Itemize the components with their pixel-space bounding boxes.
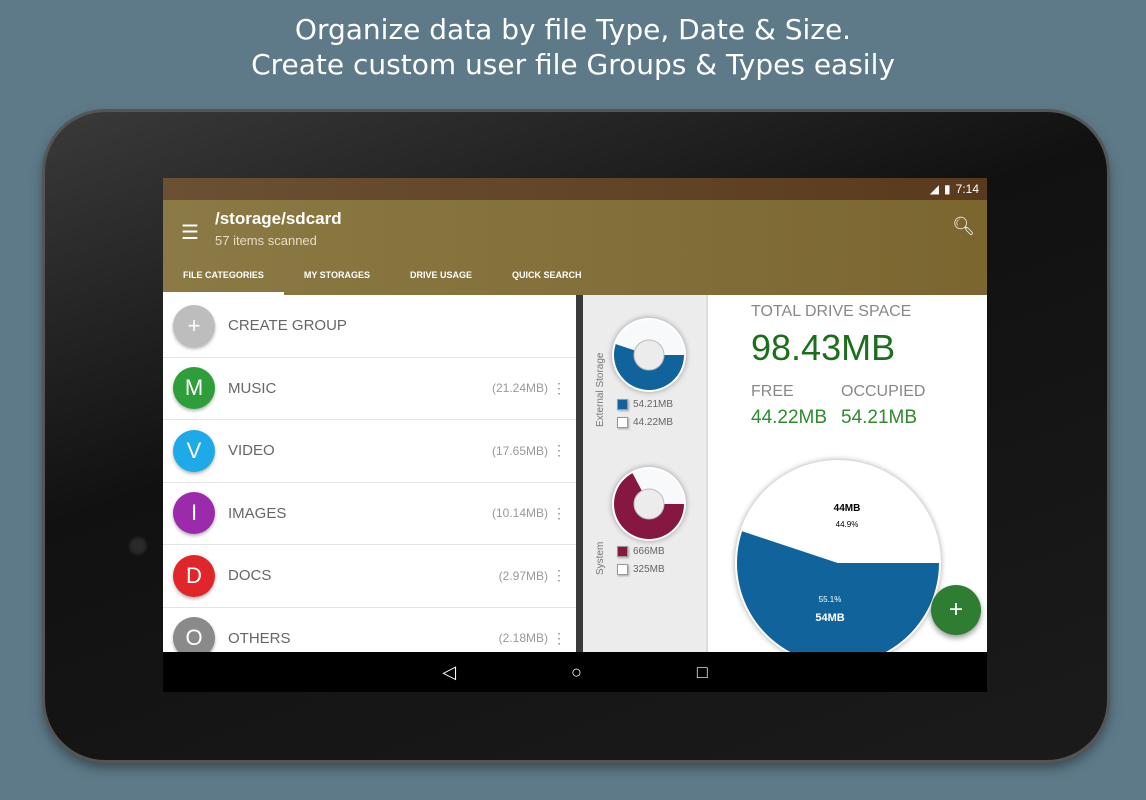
occupied-value: 54.21MB (841, 407, 918, 428)
drive-summary: 44MB 44.9% 55.1% 54MB TOTAL DRIVE SPACE 98.… (710, 295, 987, 652)
back-icon[interactable]: ◁ (442, 661, 457, 682)
create-group-button[interactable]: + CREATE GROUP (163, 295, 576, 358)
avatar: D (173, 554, 215, 597)
legend-swatch (617, 546, 628, 557)
more-options-icon[interactable]: ⋮ (552, 379, 566, 396)
avatar: V (173, 429, 215, 472)
category-label: VIDEO (228, 442, 275, 460)
headline: Organize data by file Type, Date & Size.… (0, 12, 1146, 82)
menu-icon[interactable]: ☰ (181, 222, 199, 244)
system-donut-hole (633, 488, 665, 520)
home-icon[interactable]: ○ (571, 661, 582, 682)
search-icon[interactable]: 🔍︎ (952, 216, 975, 236)
category-size: (21.24MB) (491, 381, 548, 396)
total-value: 98.43MB (751, 327, 896, 368)
signal-icon: ◢ (929, 182, 940, 196)
more-options-icon[interactable]: ⋮ (552, 442, 566, 459)
battery-icon: ▮ (944, 182, 951, 196)
recents-icon[interactable]: □ (696, 661, 708, 682)
page-subtitle: 57 items scanned (215, 233, 317, 248)
status-bar: ◢ ▮ 7:14 (163, 178, 987, 200)
category-others[interactable]: O OTHERS (2.18MB) ⋮ (163, 608, 576, 652)
free-value: 44.22MB (751, 407, 828, 428)
category-label: DOCS (228, 567, 272, 585)
legend-swatch (617, 417, 628, 428)
category-label: CREATE GROUP (228, 317, 347, 335)
headline-line-1: Organize data by file Type, Date & Size. (294, 13, 852, 46)
storage-donuts (612, 318, 686, 541)
more-options-icon[interactable]: ⋮ (552, 504, 566, 521)
tab-drive-usage[interactable]: DRIVE USAGE (410, 270, 473, 280)
screen: ◢ ▮ 7:14 ☰ /storage/sdcard 57 items scan… (163, 178, 987, 692)
legend-item: 54.21MB (617, 399, 673, 410)
system-label[interactable]: System (595, 541, 606, 575)
data-label: 44.9% (836, 520, 859, 529)
category-music[interactable]: M MUSIC (21.24MB) ⋮ (163, 358, 576, 420)
category-label: OTHERS (228, 629, 291, 647)
nav-bar: ◁ ○ □ (163, 652, 987, 692)
category-list: + CREATE GROUP M MUSIC (21.24MB) ⋮ V VIDEO (17.6… (163, 295, 576, 652)
avatar: + (173, 304, 215, 347)
category-label: IMAGES (228, 504, 287, 522)
pane-divider[interactable] (576, 295, 583, 652)
free-label: FREE (751, 383, 794, 400)
more-options-icon[interactable]: ⋮ (552, 629, 566, 646)
category-images[interactable]: I IMAGES (10.14MB) ⋮ (163, 483, 576, 545)
occupied-label: OCCUPIED (841, 383, 926, 400)
external-donut-hole (633, 339, 665, 371)
legend-item: 325MB (617, 564, 665, 575)
legend-label: 325MB (633, 564, 665, 575)
category-video[interactable]: V VIDEO (17.65MB) ⋮ (163, 420, 576, 483)
camera (128, 536, 148, 556)
drive-pie-slice[interactable] (742, 462, 939, 563)
legend-item: 44.22MB (617, 417, 673, 428)
total-label: TOTAL DRIVE SPACE (751, 303, 912, 320)
legend-label: 54.21MB (633, 399, 674, 410)
legend-label: 666MB (633, 546, 665, 557)
external-storage-label[interactable]: External Storage (595, 352, 606, 428)
page-title: /storage/sdcard (215, 209, 342, 228)
avatar: I (173, 492, 215, 535)
add-button[interactable]: + (931, 585, 981, 635)
tab-quick-search[interactable]: QUICK SEARCH (512, 270, 582, 280)
legend-item: 666MB (617, 546, 665, 557)
external-donut-slice[interactable] (615, 320, 684, 355)
clock: 7:14 (955, 182, 979, 196)
tab-bar: FILE CATEGORIES MY STORAGES DRIVE USAGE … (163, 259, 602, 295)
data-label: 44MB (834, 503, 861, 514)
category-size: (2.97MB) (498, 568, 548, 583)
category-size: (17.65MB) (491, 443, 548, 458)
legend-swatch (617, 564, 628, 575)
legend-swatch (617, 399, 628, 410)
app-bar: ☰ /storage/sdcard 57 items scanned 🔍︎ FI… (163, 200, 987, 295)
legend-label: 44.22MB (633, 417, 674, 428)
drive-pie-chart: 44MB 44.9% 55.1% 54MB (735, 460, 941, 652)
data-label: 54MB (815, 612, 844, 624)
more-options-icon[interactable]: ⋮ (552, 567, 566, 584)
category-size: (10.14MB) (491, 506, 548, 521)
tab-file-categories[interactable]: FILE CATEGORIES (163, 259, 284, 295)
tab-my-storages[interactable]: MY STORAGES (303, 270, 371, 280)
category-size: (2.18MB) (498, 631, 548, 646)
category-docs[interactable]: D DOCS (2.97MB) ⋮ (163, 545, 576, 608)
data-label: 55.1% (819, 595, 842, 604)
storage-list: External Storage 54.21MB 44.22MB System … (583, 295, 708, 652)
avatar: O (173, 617, 215, 652)
category-label: MUSIC (228, 379, 277, 397)
avatar: M (173, 367, 215, 410)
headline-line-2: Create custom user file Groups & Types e… (251, 48, 895, 81)
drive-pie-slice[interactable] (737, 531, 939, 652)
